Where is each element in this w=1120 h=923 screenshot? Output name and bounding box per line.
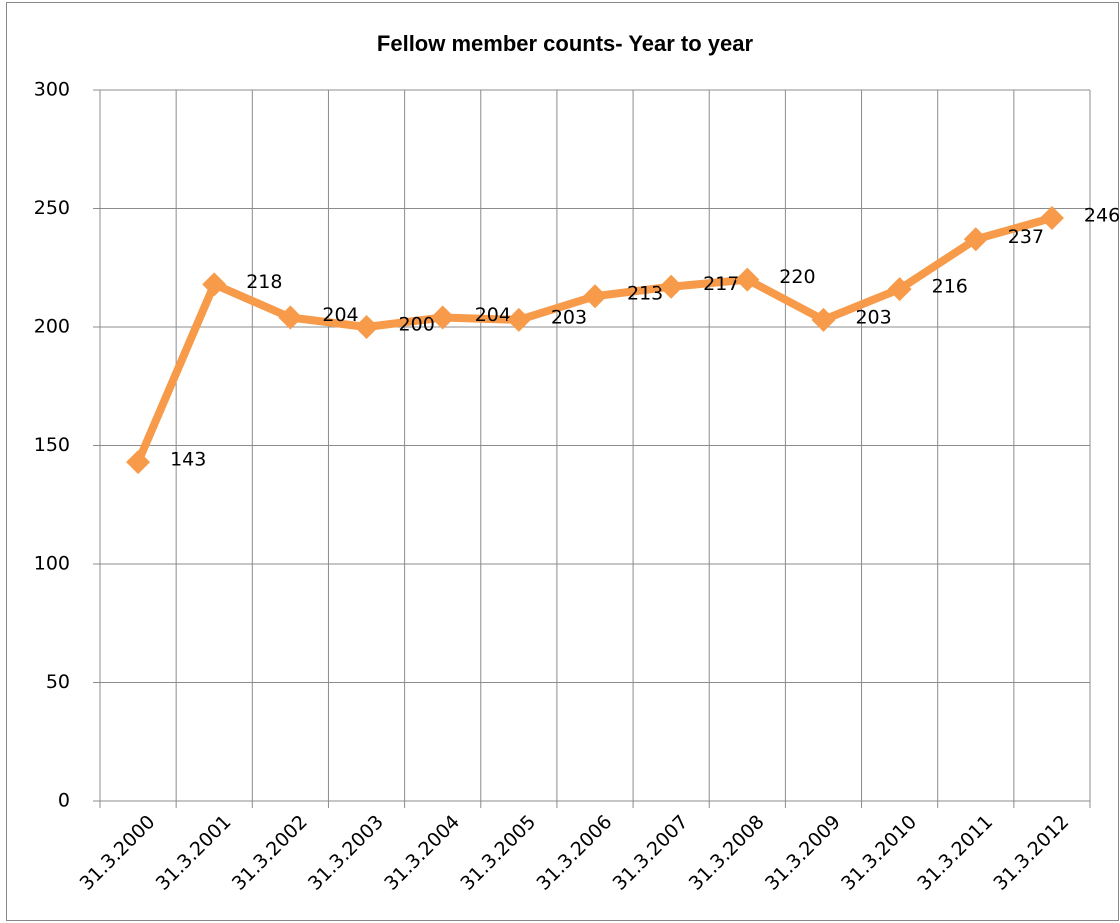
marker <box>202 272 227 297</box>
y-tick-label: 100 <box>34 553 70 575</box>
y-tick-label: 200 <box>34 316 70 338</box>
data-label: 204 <box>475 304 511 326</box>
marker <box>278 305 303 330</box>
data-label: 203 <box>551 306 587 328</box>
data-label: 203 <box>855 306 891 328</box>
data-label: 216 <box>932 276 968 298</box>
data-label: 218 <box>246 271 282 293</box>
data-label: 220 <box>779 266 815 288</box>
y-tick-label: 50 <box>46 671 70 693</box>
y-tick-label: 300 <box>34 79 70 101</box>
marker <box>506 307 531 332</box>
data-label: 204 <box>322 304 358 326</box>
chart-border <box>6 2 1119 921</box>
chart-title: Fellow member counts- Year to year <box>377 31 754 56</box>
marker <box>583 284 607 309</box>
data-label: 237 <box>1008 226 1044 248</box>
marker <box>811 307 836 332</box>
marker <box>430 305 455 330</box>
data-label: 217 <box>703 273 739 295</box>
marker <box>659 274 684 299</box>
y-tick-label: 250 <box>34 197 70 219</box>
marker <box>354 315 379 339</box>
data-label: 143 <box>170 449 206 471</box>
marker <box>126 450 151 475</box>
marker <box>1039 205 1064 230</box>
data-label: 200 <box>399 314 435 336</box>
y-tick-label: 0 <box>58 790 70 812</box>
data-label: 246 <box>1084 204 1120 226</box>
y-tick-label: 150 <box>34 434 70 456</box>
marker <box>963 227 988 252</box>
marker <box>735 267 760 292</box>
marker <box>887 277 912 302</box>
data-label: 213 <box>627 283 663 305</box>
